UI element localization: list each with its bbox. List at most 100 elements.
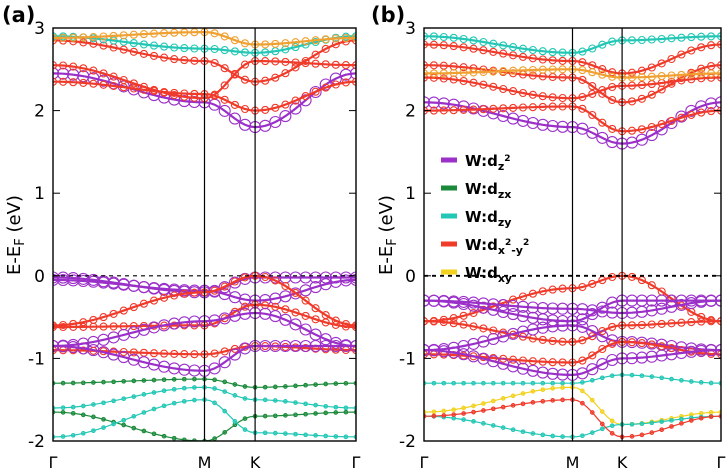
band-marker-dx2y2 xyxy=(220,64,229,73)
band-marker-dx2y2 xyxy=(351,61,356,70)
band-marker-dzy xyxy=(667,34,676,43)
band-marker-dzy xyxy=(639,421,645,427)
band-marker-dx2y2 xyxy=(271,276,280,285)
band-marker-dzy xyxy=(293,431,298,437)
band-marker-dzy xyxy=(131,394,137,399)
band-marker-dxy xyxy=(599,409,605,414)
band-marker-dzy xyxy=(481,421,486,426)
band-marker-dz2 xyxy=(507,299,520,313)
band-marker-dzx xyxy=(171,435,177,441)
band-marker-dx2y2 xyxy=(79,318,88,327)
band-marker-dx2y2 xyxy=(109,72,118,81)
band-marker-dx2y2 xyxy=(281,281,290,291)
band-marker-dz2 xyxy=(714,294,721,307)
band-marker-dx2y2 xyxy=(220,95,229,104)
band-marker-dzy xyxy=(242,427,248,432)
band-marker-dx2y2 xyxy=(149,349,159,358)
band-marker-dzy xyxy=(151,406,157,412)
band-marker-dx2y2 xyxy=(479,324,488,333)
band-marker-dx2y2 xyxy=(291,63,300,72)
band-marker-dzy xyxy=(599,375,605,381)
band-marker-dx2y2 xyxy=(489,47,498,56)
band-marker-dzy xyxy=(333,434,339,439)
band-marker-dzy xyxy=(283,431,288,436)
band-marker-dz2 xyxy=(77,274,90,288)
band-marker-dx2y2 xyxy=(627,97,637,106)
band-marker-dzy xyxy=(608,37,617,46)
band-marker-dzy xyxy=(161,388,167,394)
band-marker-dz2 xyxy=(675,294,688,307)
legend-prefix: W:d xyxy=(465,152,498,170)
band-marker-dzy xyxy=(481,380,486,386)
band-marker-dzy xyxy=(629,421,635,427)
band-marker-dz2 xyxy=(467,296,480,309)
band-marker-dx2y2 xyxy=(461,411,466,416)
band-marker-dz2 xyxy=(516,325,530,338)
band-marker-dx2y2 xyxy=(341,78,350,87)
band-marker-dzy xyxy=(160,42,169,51)
band-marker-dzx xyxy=(242,416,248,421)
band-marker-dzy xyxy=(688,379,694,384)
band-marker-dzy xyxy=(560,434,565,439)
band-marker-dz2 xyxy=(576,313,589,326)
band-marker-orange xyxy=(528,65,537,75)
band-marker-dx2y2 xyxy=(311,315,320,324)
band-marker-dz2 xyxy=(526,311,539,324)
band-marker-dx2y2 xyxy=(538,102,547,111)
band-marker-dx2y2 xyxy=(119,45,128,54)
band-marker-dx2y2 xyxy=(210,90,219,99)
band-marker-dz2 xyxy=(299,339,312,353)
band-marker-dx2y2 xyxy=(548,285,557,294)
band-marker-dz2 xyxy=(536,313,549,326)
y-axis-label: E-EF (eV) xyxy=(376,195,400,275)
band-marker-dx2y2 xyxy=(588,89,597,98)
band-marker-dx2y2 xyxy=(459,105,468,114)
band-marker-dx2y2 xyxy=(637,339,646,348)
band-marker-dzx xyxy=(91,414,96,420)
band-marker-orange xyxy=(489,67,498,76)
band-marker-dzx xyxy=(242,384,248,389)
band-marker-dzy xyxy=(181,385,187,391)
band-marker-dx2y2 xyxy=(210,286,219,295)
y-tick-label: 3 xyxy=(405,19,416,39)
band-marker-dzx xyxy=(303,411,308,417)
band-marker-dx2y2 xyxy=(79,322,88,331)
band-marker-dx2y2 xyxy=(99,313,108,322)
band-marker-dx2y2 xyxy=(707,41,716,50)
band-marker-dx2y2 xyxy=(667,319,676,328)
band-marker-dx2y2 xyxy=(509,295,518,304)
band-marker-dz2 xyxy=(586,325,599,338)
band-marker-dzy xyxy=(548,48,557,57)
band-marker-dx2y2 xyxy=(698,415,704,421)
band-marker-dx2y2 xyxy=(697,108,706,117)
band-marker-dzy xyxy=(222,408,228,414)
band-marker-dx2y2 xyxy=(129,79,138,88)
band-marker-dx2y2 xyxy=(321,44,330,53)
band-marker-dx2y2 xyxy=(240,273,250,282)
band-marker-dzx xyxy=(192,376,197,382)
band-marker-dx2y2 xyxy=(697,64,706,73)
band-marker-dx2y2 xyxy=(608,124,617,133)
band-marker-dx2y2 xyxy=(509,87,518,96)
band-marker-dx2y2 xyxy=(240,104,250,114)
band-marker-dx2y2 xyxy=(69,78,78,87)
band-marker-dzy xyxy=(609,423,615,429)
band-marker-dx2y2 xyxy=(79,64,88,73)
band-marker-dx2y2 xyxy=(311,59,320,68)
band-marker-dz2 xyxy=(289,271,302,284)
band-marker-dx2y2 xyxy=(657,120,666,129)
band-marker-dxy xyxy=(471,403,476,409)
band-marker-dz2 xyxy=(606,306,619,319)
band-marker-dzy xyxy=(659,419,665,424)
band-marker-dzy xyxy=(716,32,721,41)
legend-label-dzy: W:dzy xyxy=(465,208,511,229)
band-marker-orange xyxy=(291,38,300,47)
band-marker-dzx xyxy=(222,379,228,385)
band-marker-dx2y2 xyxy=(578,336,587,345)
band-marker-dzx xyxy=(272,413,278,419)
band-marker-dzy xyxy=(80,403,86,409)
band-marker-dx2y2 xyxy=(588,82,597,91)
band-marker-orange xyxy=(424,69,429,78)
band-marker-dx2y2 xyxy=(687,110,696,119)
band-marker-dzy xyxy=(323,403,329,409)
